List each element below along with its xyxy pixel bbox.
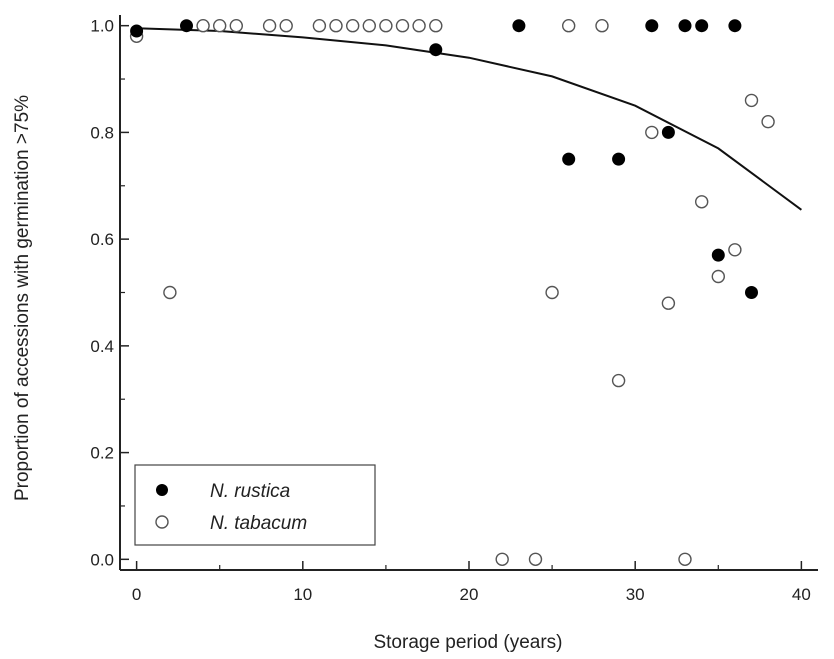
point-n-rustica	[695, 19, 709, 33]
point-n-tabacum	[595, 19, 609, 33]
point-n-tabacum	[329, 19, 343, 33]
x-tick-label: 0	[132, 585, 141, 604]
y-tick-label: 1.0	[90, 17, 114, 36]
point-n-tabacum	[346, 19, 360, 33]
point-n-rustica	[678, 19, 692, 33]
point-n-rustica	[180, 19, 193, 33]
point-n-tabacum	[695, 195, 709, 209]
point-n-tabacum	[196, 19, 210, 33]
point-n-tabacum	[611, 373, 626, 388]
y-ticks: 0.0 0.2 0.4 0.6 0.8 1.0	[90, 17, 129, 569]
point-n-tabacum	[661, 296, 676, 310]
legend: N. rustica N. tabacum	[134, 464, 376, 546]
y-tick-label: 0.2	[90, 444, 114, 463]
point-n-rustica	[645, 19, 659, 33]
legend-marker-n-tabacum	[155, 515, 169, 529]
y-axis-label: Proportion of accessions with germinatio…	[12, 95, 33, 501]
point-n-tabacum	[711, 269, 725, 284]
y-tick-label: 0.8	[90, 123, 114, 142]
point-n-tabacum	[562, 19, 576, 33]
point-n-tabacum	[495, 552, 509, 566]
y-tick-label: 0.6	[90, 230, 114, 249]
legend-label-n-tabacum: N. tabacum	[210, 513, 307, 534]
point-n-rustica	[728, 19, 742, 33]
x-axis-label: Storage period (years)	[373, 632, 562, 653]
point-n-tabacum	[212, 19, 227, 33]
legend-label-n-rustica: N. rustica	[210, 481, 290, 502]
point-n-rustica	[745, 286, 758, 299]
point-n-tabacum	[379, 19, 393, 33]
y-tick-label: 0.4	[90, 337, 114, 356]
point-n-rustica	[612, 152, 626, 166]
point-n-tabacum	[312, 19, 327, 33]
point-n-rustica	[562, 152, 576, 166]
x-tick-label: 10	[293, 585, 312, 604]
x-ticks: 0 10 20 30 40	[132, 561, 811, 604]
fit-curve	[136, 27, 802, 211]
point-n-tabacum	[279, 19, 293, 33]
point-n-rustica	[711, 248, 725, 262]
point-n-rustica	[130, 24, 144, 38]
x-tick-label: 20	[460, 585, 479, 604]
legend-box	[134, 464, 376, 546]
point-n-rustica	[429, 43, 443, 57]
y-tick-label: 0.0	[90, 550, 114, 569]
point-n-tabacum	[645, 125, 659, 140]
point-n-tabacum	[412, 19, 426, 33]
point-n-tabacum	[395, 19, 410, 33]
point-n-rustica	[661, 125, 675, 139]
point-n-rustica	[512, 19, 526, 33]
point-n-tabacum	[429, 19, 443, 33]
point-n-tabacum	[362, 19, 376, 33]
point-n-tabacum	[744, 93, 759, 108]
point-n-tabacum	[545, 285, 559, 300]
point-n-tabacum	[728, 243, 742, 257]
point-n-tabacum	[678, 552, 692, 566]
legend-marker-n-rustica	[156, 484, 168, 496]
x-tick-label: 40	[792, 585, 811, 604]
data-points	[129, 19, 775, 566]
point-n-tabacum	[163, 285, 177, 300]
x-tick-label: 30	[626, 585, 645, 604]
point-n-tabacum	[229, 19, 244, 33]
point-n-tabacum	[528, 552, 543, 566]
point-n-tabacum	[761, 114, 775, 129]
point-n-tabacum	[262, 19, 277, 33]
